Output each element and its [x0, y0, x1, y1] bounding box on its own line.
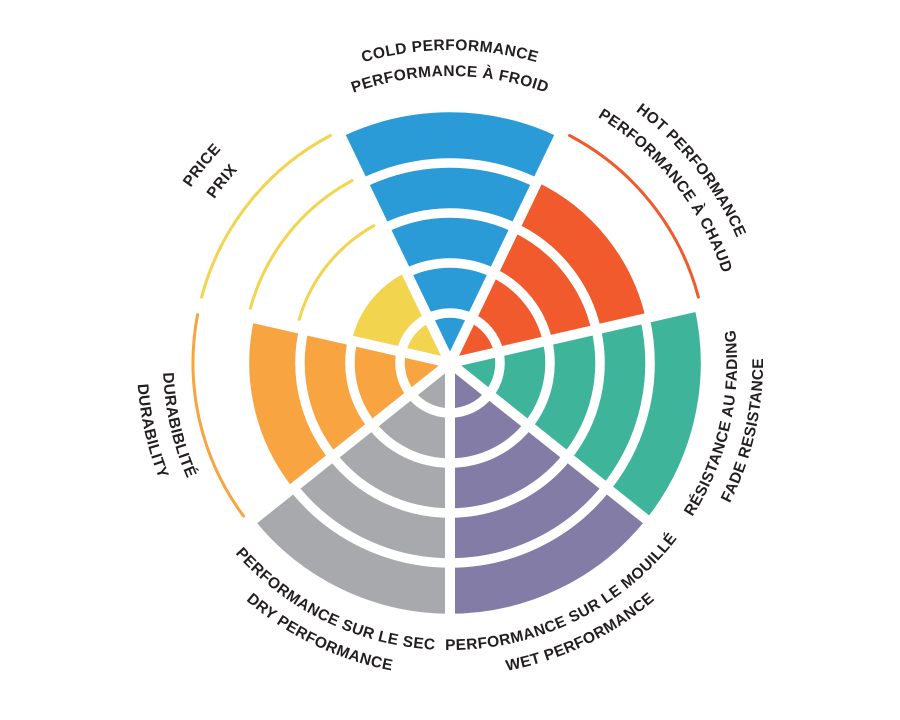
- sector-label-cold-performance-en: COLD PERFORMANCE: [360, 37, 541, 66]
- sector-separator: [446, 359, 651, 525]
- sector-label-cold-performance-fr: PERFORMANCE À FROID: [349, 63, 551, 97]
- sector-separator: [445, 133, 564, 366]
- sector-label-text-cold-performance-en: COLD PERFORMANCE: [360, 37, 540, 66]
- sector-price-level-5-arc: [200, 134, 332, 299]
- sector-dry-performance: [253, 362, 451, 614]
- sector-separator: [336, 133, 455, 366]
- sector-separator: [249, 359, 454, 525]
- sector-price-level-3-arc: [297, 224, 376, 321]
- sector-separator: [203, 302, 452, 368]
- sector-separator: [448, 302, 697, 368]
- sector-price-level-4-arc: [248, 179, 354, 310]
- sector-cold-performance-ring-4: [364, 167, 536, 224]
- sector-label-text-cold-performance-fr: PERFORMANCE À FROID: [349, 63, 550, 97]
- sector-label-text-hot-performance-en: HOT PERFORMANCE: [633, 101, 748, 240]
- sector-label-hot-performance-en: HOT PERFORMANCE: [633, 101, 749, 240]
- sector-cold-performance: [340, 112, 560, 364]
- sector-hot-performance-level-5-arc: [568, 134, 700, 299]
- sector-durability-level-5-arc: [191, 313, 246, 518]
